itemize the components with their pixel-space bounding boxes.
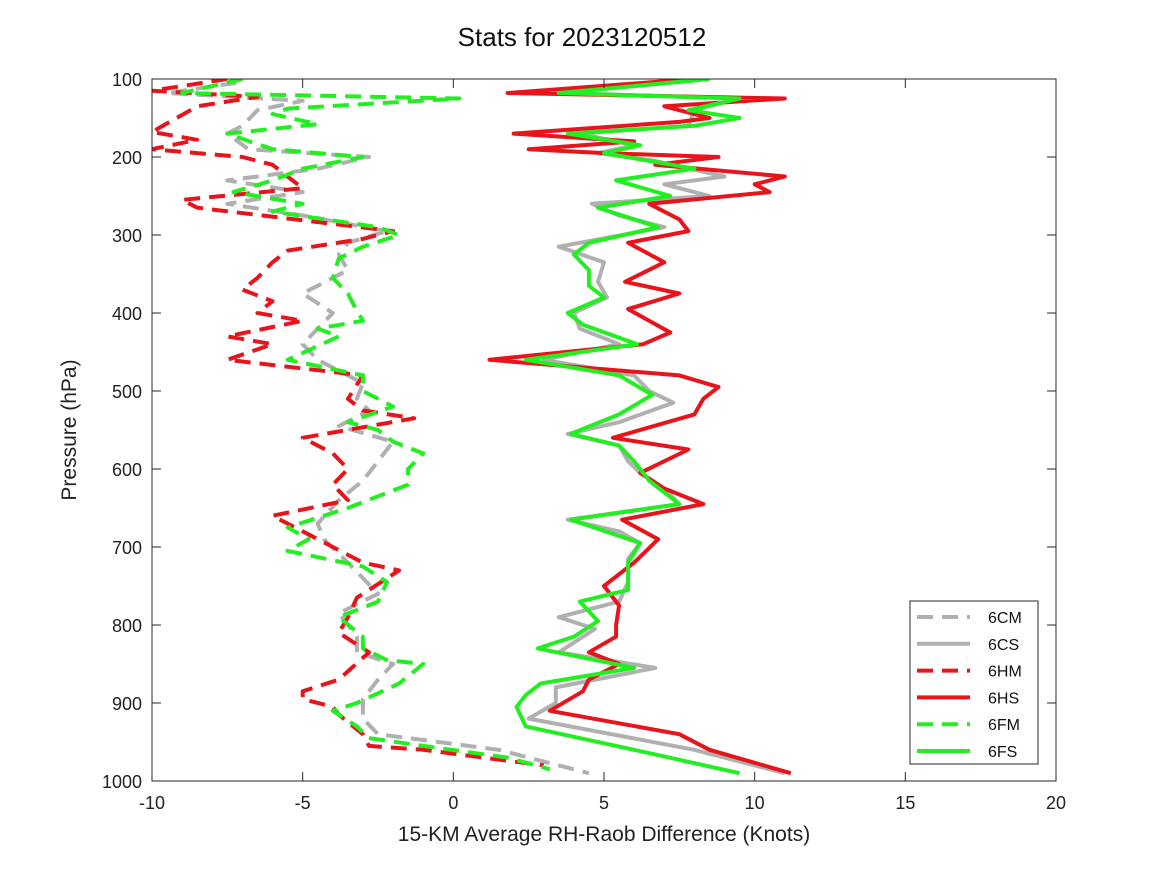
series-line-6hs	[487, 79, 792, 776]
x-tick-label: -10	[139, 793, 165, 813]
legend-label-6cm: 6CM	[988, 610, 1022, 627]
legend-label-6fm: 6FM	[988, 717, 1020, 734]
series-layer	[152, 79, 792, 776]
legend-label-6fs: 6FS	[988, 744, 1017, 761]
series-line-6fs	[514, 79, 742, 776]
legend-label-6cs: 6CS	[988, 637, 1019, 654]
legend-label-6hs: 6HS	[988, 690, 1019, 707]
x-tick-label: 10	[745, 793, 765, 813]
x-tick-label: 5	[599, 793, 609, 813]
y-tick-label: 100	[112, 70, 142, 90]
y-axis: 100 200 300 400 500 600 700 800 900 1000	[102, 70, 1056, 792]
legend: 6CM 6CS 6HM 6HS 6FM 6FS	[909, 600, 1039, 765]
y-tick-label: 900	[112, 694, 142, 714]
y-tick-label: 1000	[102, 772, 142, 792]
y-tick-label: 300	[112, 226, 142, 246]
y-tick-label: 400	[112, 304, 142, 324]
x-tick-label: -5	[295, 793, 311, 813]
chart-title: Stats for 2023120512	[458, 22, 707, 52]
series-line-6fm	[180, 79, 551, 772]
y-tick-label: 800	[112, 616, 142, 636]
legend-label-6hm: 6HM	[988, 664, 1022, 681]
y-axis-label: Pressure (hPa)	[58, 359, 81, 500]
x-tick-label: 0	[448, 793, 458, 813]
x-axis-label: 15-KM Average RH-Raob Difference (Knots)	[398, 823, 810, 846]
x-axis: -10 -5 0 5 10 15 20	[139, 79, 1066, 813]
y-tick-label: 200	[112, 148, 142, 168]
series-line-6cm	[165, 80, 590, 776]
x-tick-label: 20	[1046, 793, 1066, 813]
x-tick-label: 15	[895, 793, 915, 813]
series-line-6hm	[152, 79, 544, 768]
y-tick-label: 700	[112, 538, 142, 558]
y-tick-label: 600	[112, 460, 142, 480]
legend-box	[909, 600, 1039, 765]
y-tick-label: 500	[112, 382, 142, 402]
